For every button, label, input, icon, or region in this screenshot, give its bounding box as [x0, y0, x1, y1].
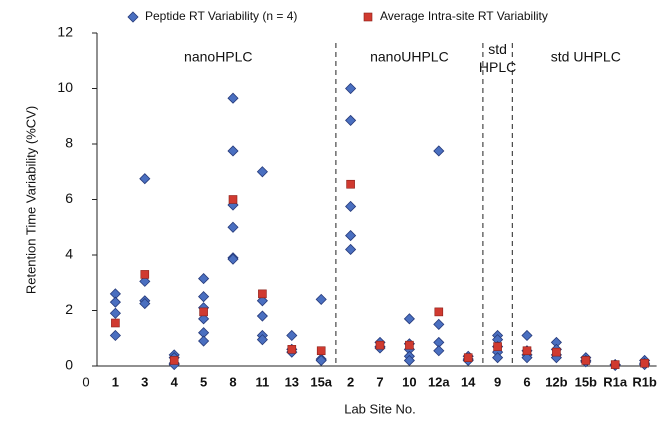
data-point	[140, 270, 150, 279]
x-tick-label: 12b	[545, 374, 567, 389]
data-point	[228, 195, 238, 204]
y-tick-label: 2	[65, 301, 73, 317]
x-tick-label: 10	[402, 374, 416, 389]
data-point	[434, 307, 444, 317]
data-point	[287, 345, 297, 354]
data-point	[256, 166, 268, 178]
data-point	[433, 318, 445, 330]
data-point	[315, 354, 327, 367]
x-tick-label: 15b	[575, 374, 597, 389]
data-point	[346, 179, 355, 189]
data-point	[139, 275, 151, 287]
data-point	[169, 356, 179, 365]
x-tick-label: 1	[112, 374, 119, 389]
data-point	[375, 340, 385, 350]
y-tick-label: 0	[65, 357, 73, 373]
x-tick-label: 7	[376, 374, 383, 389]
x-tick-label: R1a	[603, 374, 628, 389]
y-tick-label: 4	[65, 246, 73, 262]
data-point	[345, 243, 357, 256]
data-point	[198, 273, 210, 285]
data-point	[109, 329, 121, 342]
data-point	[227, 253, 239, 265]
data-point	[640, 358, 649, 368]
data-point	[405, 340, 414, 350]
data-point	[433, 345, 445, 357]
data-point	[111, 318, 120, 328]
x-axis-title: Lab Site No.	[344, 401, 416, 416]
data-point	[345, 82, 357, 95]
data-point	[256, 295, 268, 307]
data-point	[345, 200, 357, 213]
region-label: std HPLC	[479, 41, 516, 75]
region-label: nanoHPLC	[184, 49, 253, 65]
data-point	[198, 291, 210, 303]
data-point	[286, 329, 298, 342]
legend-marker	[127, 11, 139, 23]
data-point	[227, 145, 239, 157]
x-tick-label: 9	[494, 374, 501, 389]
x-tick-label: 12a	[428, 374, 450, 389]
data-point	[109, 296, 121, 308]
data-point	[403, 354, 415, 367]
region-label: std UHPLC	[551, 49, 621, 65]
x-tick-label: 6	[523, 374, 530, 389]
data-point	[521, 352, 533, 364]
data-point	[581, 356, 591, 365]
x-tick-label: 13	[285, 374, 299, 389]
x-tick-label: 2	[347, 374, 354, 389]
x-tick-label: 5	[200, 374, 207, 389]
x-tick-label: 0	[82, 374, 89, 389]
data-point	[258, 289, 267, 299]
data-point	[493, 342, 502, 351]
data-point	[109, 307, 121, 319]
data-point	[610, 360, 620, 369]
y-tick-label: 8	[65, 135, 73, 151]
data-point	[522, 346, 532, 356]
y-tick-label: 6	[65, 190, 73, 206]
data-point	[492, 352, 504, 364]
x-tick-label: 15a	[310, 374, 332, 389]
data-point	[139, 173, 151, 185]
y-axis-title: Retention Time Variability (%CV)	[23, 106, 38, 294]
data-point	[316, 346, 326, 356]
region-label: nanoUHPLC	[370, 49, 449, 65]
data-point	[552, 347, 561, 357]
y-tick-label: 10	[57, 79, 73, 95]
legend-marker	[363, 12, 373, 22]
x-tick-label: 3	[141, 374, 148, 389]
data-point	[256, 310, 268, 322]
legend-label: Peptide RT Variability (n = 4)	[145, 9, 297, 23]
data-point	[463, 353, 473, 362]
data-point	[345, 114, 357, 126]
data-point	[198, 313, 210, 325]
legend-label: Average Intra-site RT Variability	[380, 9, 548, 23]
data-point	[227, 92, 239, 104]
x-tick-label: 4	[171, 374, 179, 389]
data-point	[433, 145, 445, 157]
data-point	[403, 313, 415, 325]
data-point	[521, 329, 533, 342]
x-tick-label: 14	[461, 374, 476, 389]
y-tick-label: 12	[57, 24, 73, 40]
data-point	[139, 297, 151, 310]
data-point	[256, 334, 268, 346]
data-point	[345, 230, 357, 242]
x-tick-label: 8	[229, 374, 236, 389]
data-point	[199, 307, 208, 317]
x-tick-label: 11	[256, 374, 270, 389]
data-point	[227, 221, 239, 233]
data-point	[198, 335, 210, 347]
x-tick-label: R1b	[632, 374, 657, 389]
data-point	[315, 293, 327, 305]
